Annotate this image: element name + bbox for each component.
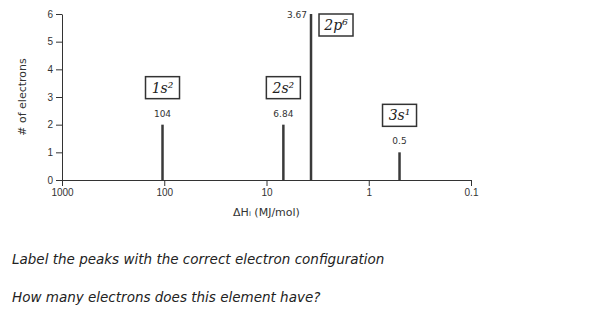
y-tick-mark xyxy=(56,42,62,43)
y-tick-mark xyxy=(56,69,62,70)
y-axis-title: # of electrons xyxy=(16,58,29,136)
config-label: 2p⁶ xyxy=(323,17,348,33)
x-tick-label: 0.1 xyxy=(465,187,479,198)
x-tick: 100 xyxy=(156,180,173,198)
config-box xyxy=(266,77,300,99)
x-tick: 10 xyxy=(261,180,273,198)
x-tick-mark xyxy=(62,180,63,186)
x-tick-mark xyxy=(369,180,370,186)
y-tick: 4 xyxy=(47,64,62,75)
y-tick-label: 1 xyxy=(47,147,53,158)
y-tick: 1 xyxy=(47,147,62,158)
y-tick-label: 5 xyxy=(47,36,53,47)
peak-value-label: 6.84 xyxy=(273,109,293,119)
x-tick-mark xyxy=(471,180,472,186)
y-tick: 2 xyxy=(47,119,62,130)
config-box xyxy=(383,104,417,126)
peak-value-label: 0.5 xyxy=(392,136,406,146)
y-tick-mark xyxy=(56,125,62,126)
question: How many electrons does this element hav… xyxy=(12,289,320,305)
x-axis-title: ΔHᵢ (MJ/mol) xyxy=(233,206,300,219)
y-tick-mark xyxy=(56,14,62,15)
y-tick-label: 0 xyxy=(47,175,53,186)
peak xyxy=(310,14,313,180)
x-tick-label: 1000 xyxy=(51,187,74,198)
config-label: 3s¹ xyxy=(389,107,411,123)
peak xyxy=(161,125,164,180)
y-tick-label: 4 xyxy=(47,64,53,75)
peak-value-label: 104 xyxy=(154,109,171,119)
peak-value-label: 3.67 xyxy=(287,10,307,20)
y-tick-label: 3 xyxy=(47,92,53,103)
peak xyxy=(398,152,401,180)
y-tick-label: 2 xyxy=(47,119,53,130)
peak-labels: 104 1s² 6.84 2s² 3.67 2p⁶ 0.5 3s¹ xyxy=(146,10,417,146)
y-tick: 6 xyxy=(47,9,62,20)
y-tick: 5 xyxy=(47,36,62,47)
x-tick-label: 1 xyxy=(366,187,372,198)
x-tick: 1000 xyxy=(51,180,74,198)
y-tick: 0 xyxy=(47,175,62,186)
config-label: 1s² xyxy=(152,80,174,96)
y-axis: 0 1 2 3 4 5 6 xyxy=(47,9,62,186)
question: Label the peaks with the correct electro… xyxy=(12,251,384,267)
x-tick: 1 xyxy=(366,180,372,198)
config-box xyxy=(319,14,353,36)
x-tick-label: 10 xyxy=(261,187,273,198)
x-tick-mark xyxy=(267,180,268,186)
y-axis-line xyxy=(62,15,63,181)
x-tick: 0.1 xyxy=(465,180,479,198)
x-axis: 1000 100 10 1 0.1 xyxy=(51,180,479,198)
y-tick-mark xyxy=(56,180,62,181)
peak xyxy=(282,125,285,180)
config-box xyxy=(146,77,180,99)
y-tick-label: 6 xyxy=(47,9,53,20)
x-tick-mark xyxy=(164,180,165,186)
peaks xyxy=(163,14,400,180)
config-label: 2s² xyxy=(272,80,295,96)
x-tick-label: 100 xyxy=(156,187,173,198)
y-tick: 3 xyxy=(47,92,62,103)
y-tick-mark xyxy=(56,152,62,153)
y-tick-mark xyxy=(56,97,62,98)
